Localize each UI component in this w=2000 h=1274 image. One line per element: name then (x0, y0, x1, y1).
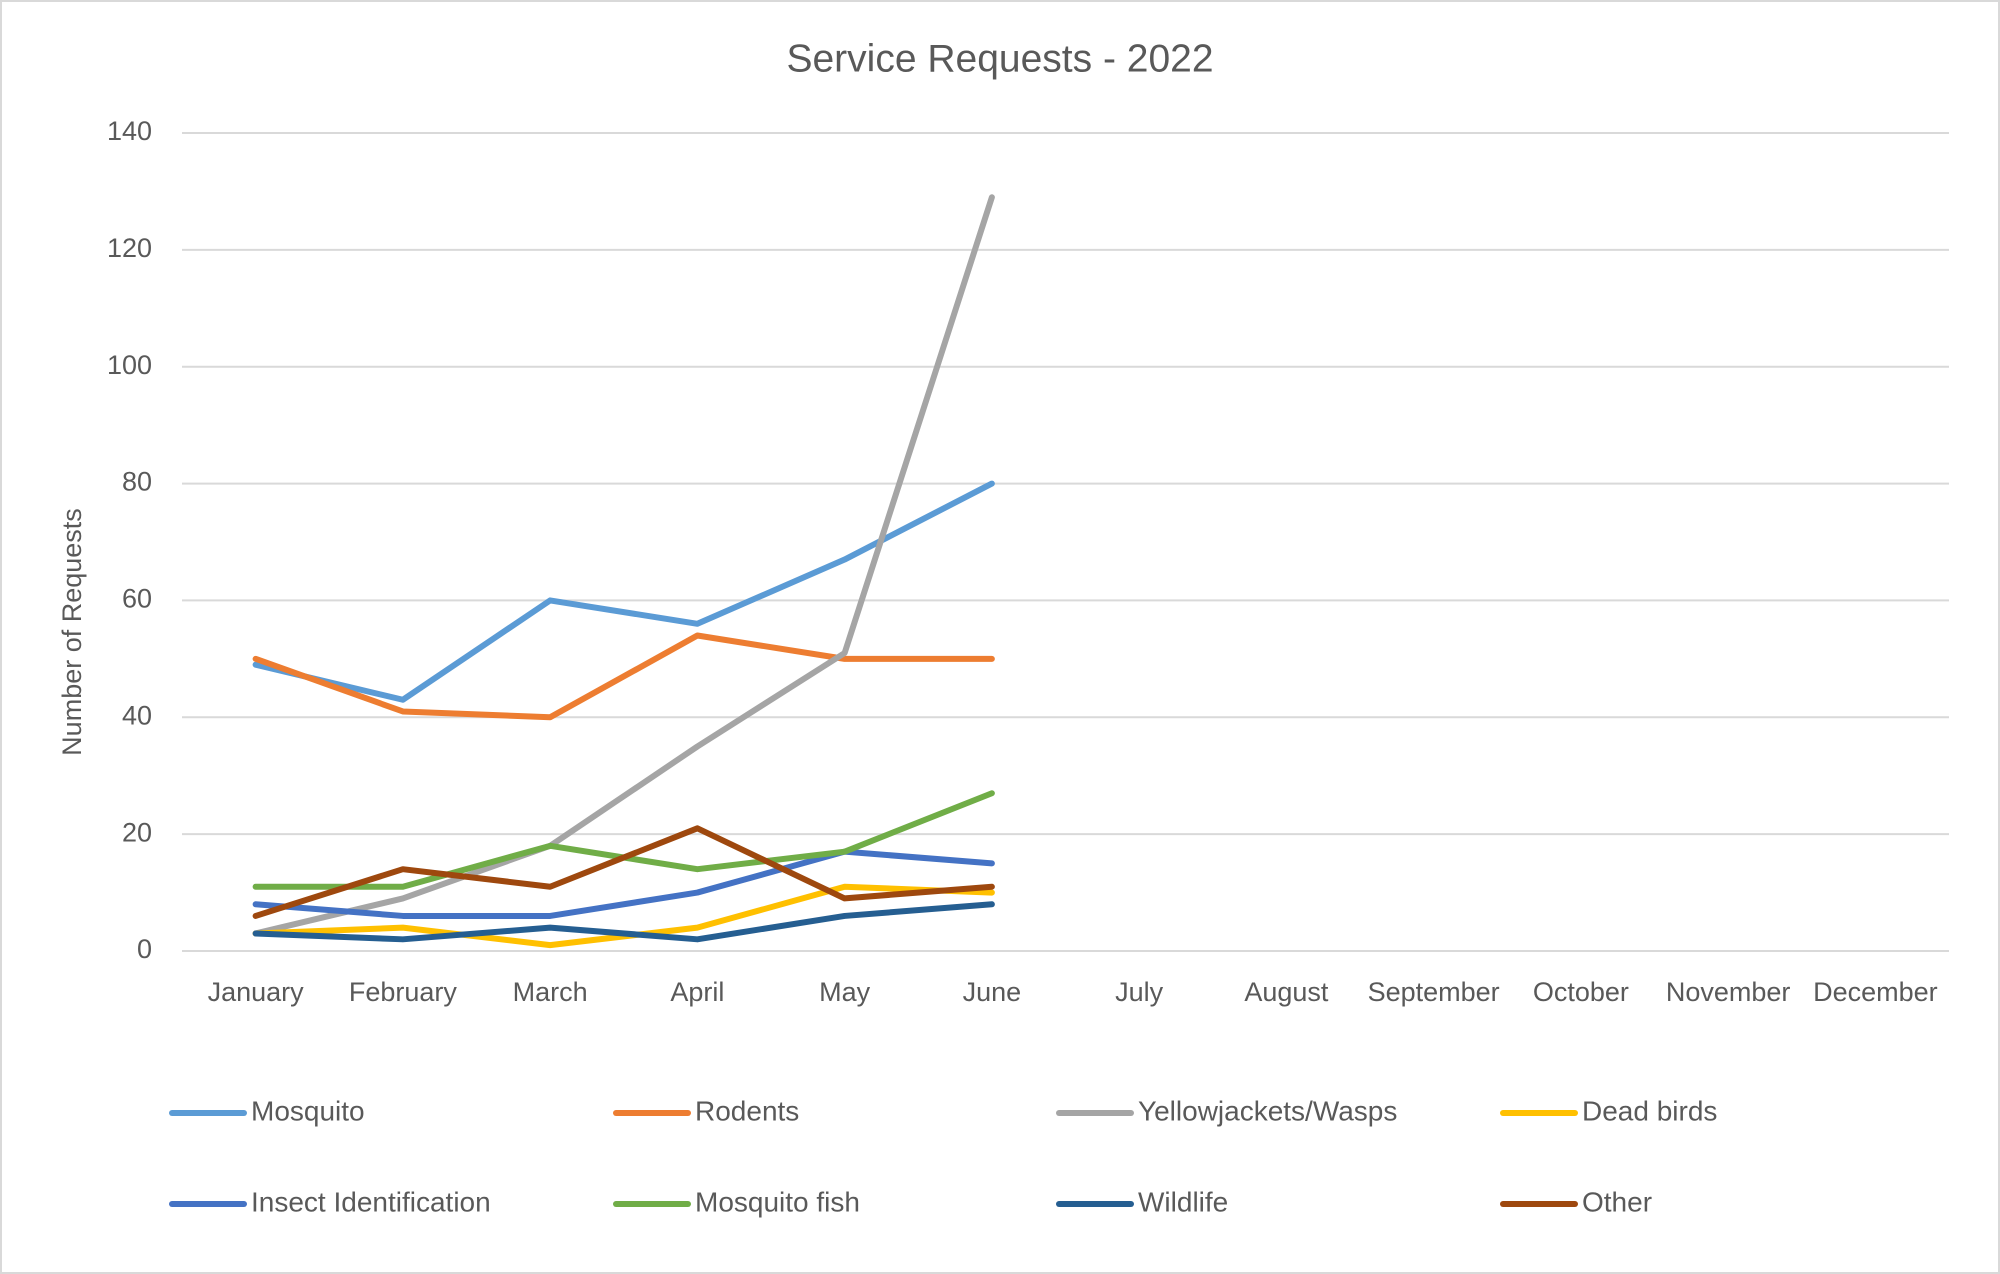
x-tick-label: April (670, 977, 724, 1007)
y-tick-label: 60 (122, 584, 152, 614)
y-axis-label: Number of Requests (57, 508, 87, 756)
y-tick-label: 140 (107, 116, 152, 146)
series-line (252, 194, 995, 937)
y-tick-label: 80 (122, 467, 152, 497)
x-tick-label: May (819, 977, 871, 1007)
legend-label: Insect Identification (251, 1186, 491, 1217)
legend-label: Wildlife (1138, 1186, 1228, 1217)
legend-label: Dead birds (1582, 1095, 1717, 1126)
legend-label: Mosquito (251, 1095, 365, 1126)
x-tick-label: March (513, 977, 588, 1007)
y-tick-label: 20 (122, 817, 152, 847)
series-line (252, 480, 995, 703)
y-tick-label: 40 (122, 700, 152, 730)
series-line (252, 901, 995, 943)
y-tick-label: 0 (137, 934, 152, 964)
legend-label: Rodents (695, 1095, 799, 1126)
x-tick-label: July (1115, 977, 1164, 1007)
y-tick-label: 120 (107, 233, 152, 263)
legend-label: Mosquito fish (695, 1186, 860, 1217)
x-tick-label: June (963, 977, 1022, 1007)
x-tick-label: August (1244, 977, 1329, 1007)
chart-title: Service Requests - 2022 (786, 37, 1213, 80)
series-line (252, 632, 995, 721)
x-tick-label: October (1533, 977, 1629, 1007)
x-tick-label: November (1666, 977, 1791, 1007)
y-tick-label: 100 (107, 350, 152, 380)
x-tick-label: January (208, 977, 305, 1007)
legend-label: Yellowjackets/Wasps (1138, 1095, 1397, 1126)
series-line (252, 825, 995, 919)
series-line (252, 848, 995, 919)
x-tick-label: September (1368, 977, 1500, 1007)
legend-label: Other (1582, 1186, 1652, 1217)
x-tick-label: February (349, 977, 458, 1007)
x-tick-label: December (1813, 977, 1938, 1007)
